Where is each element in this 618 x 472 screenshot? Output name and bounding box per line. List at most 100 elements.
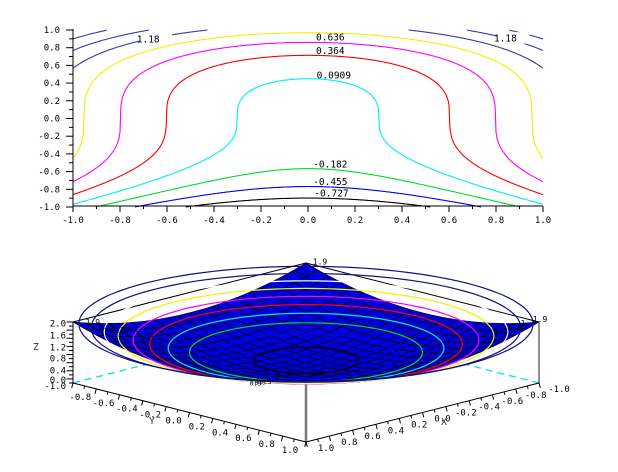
y-axis-label: Y: [149, 416, 155, 427]
y-tick-label-3d: 0.4: [212, 428, 228, 438]
y-tick-3d: [211, 418, 214, 424]
x-tick-label: -0.4: [203, 216, 225, 226]
contour-level-label: 1.18: [137, 35, 160, 46]
x-tick-3d: [328, 435, 332, 442]
z-tick-label: 1.2: [50, 344, 66, 354]
surface-contour-ring-0.1: [253, 346, 359, 375]
label-gap: [497, 32, 530, 44]
x-tick-3d: [538, 382, 541, 388]
y-tick-3d: [280, 435, 284, 442]
contour-level-label: 0.0909: [317, 71, 352, 82]
y-tick-3d: [187, 412, 190, 418]
y-tick-3d: [94, 388, 97, 394]
y-tick-label: 0.4: [44, 79, 60, 89]
surface-plot-3d: 2.01.61.20.80.40.0-1.0Z-1.0-0.8 -0.8-0.6-…: [33, 258, 570, 456]
contour-level-label: 0.364: [316, 46, 345, 57]
y-tick-label-3d: -0.8: [69, 393, 91, 403]
z-tick-label: 0.4: [50, 367, 66, 377]
ring-label-right: 1.7: [521, 319, 536, 328]
contour-level-label: -0.727: [314, 188, 348, 199]
z-tick-label: 1.6: [50, 332, 66, 342]
y-tick-label-3d: 0.0: [165, 417, 181, 427]
x-tick-3d: [375, 424, 378, 430]
x-tick-3d: [410, 415, 413, 419]
contour-line--0.727: [185, 197, 431, 208]
contour-line-0.636: [72, 41, 544, 183]
surface-contour-ring-1.5: [103, 280, 509, 384]
contour-plot-2d: -1.0-1.0 -0.8 -0.8 -0.6 -0.6 -0.4 -0.4 -0.2 -0.2…: [38, 26, 551, 226]
y-tick-3d: [234, 424, 237, 430]
contour-level-label: -0.455: [313, 177, 347, 188]
ring-label-left: 1.1: [140, 334, 155, 343]
x-tick-label: -1.0: [62, 216, 84, 226]
y-tick-label: -1.0: [38, 203, 60, 213]
contour-line-0.364: [72, 54, 544, 196]
y-tick-label: 0.6: [44, 61, 60, 71]
y-tick-label: -0.8: [38, 185, 60, 195]
x-tick-3d: [305, 441, 308, 447]
x-tick-label-3d: 0.0: [434, 415, 450, 425]
ring-label-front: 0.1: [277, 370, 289, 378]
x-axis-label: X: [441, 417, 447, 428]
contour-line-0.0909: [72, 78, 544, 205]
contour-line--0.182: [95, 168, 521, 208]
x-tick-3d: [387, 421, 389, 425]
x-tick-label: 0.8: [488, 216, 504, 226]
x-tick-label-3d: 1.0: [318, 444, 334, 454]
x-tick-3d: [480, 397, 483, 401]
x-tick-3d: [433, 409, 436, 413]
y-tick-label-3d: -0.4: [116, 405, 138, 415]
x-tick-label: -0.2: [250, 216, 272, 226]
ring-label-right: 1.5: [508, 323, 523, 332]
ring-label-left: 1.3: [125, 330, 140, 339]
x-tick-label-3d: -0.4: [478, 403, 500, 413]
x-tick-label: -0.8: [109, 216, 131, 226]
y-tick-label-3d: 0.2: [189, 422, 205, 432]
y-tick-3d: [257, 430, 260, 436]
y-tick-label-3d: -0.6: [93, 399, 115, 409]
ring-label-front: 0.7: [254, 379, 266, 387]
y-tick-3d: [164, 406, 167, 412]
x-tick-label: 0.4: [394, 216, 410, 226]
ring-label-right: 1.3: [494, 327, 509, 336]
x-tick-3d: [526, 385, 529, 389]
surface-contour-ring-1.9: [78, 265, 534, 382]
y-tick-label: -0.2: [38, 132, 60, 142]
z-tick-label: 2.0: [50, 320, 66, 330]
x-tick-3d: [317, 438, 319, 443]
ring-label-front: 0.5: [260, 378, 272, 386]
x-tick-3d: [398, 418, 401, 424]
x-tick-label: 0.2: [347, 216, 363, 226]
x-tick-3d: [503, 391, 506, 395]
y-tick-label-3d: -0.2: [139, 411, 161, 421]
x-tick-label-3d: -0.8: [525, 391, 547, 401]
x-tick-label-3d: -0.6: [502, 397, 524, 407]
x-tick-3d: [491, 394, 495, 400]
z-axis-label: Z: [33, 342, 39, 353]
y-tick-3d: [293, 438, 295, 443]
y-tick-3d: [153, 403, 156, 407]
surface-contour-ring-0.3: [215, 332, 397, 380]
x-tick-label-3d: -0.2: [455, 409, 477, 419]
x-tick-3d: [363, 427, 366, 431]
y-tick-3d: [117, 394, 121, 400]
y-tick-3d: [106, 391, 109, 395]
y-tick-3d: [141, 400, 144, 406]
x-tick-3d: [456, 403, 459, 407]
y-tick-label: 0.2: [44, 97, 60, 107]
y-tick-3d: [129, 397, 132, 401]
x-tick-3d: [445, 406, 448, 412]
x-tick-label-3d: -1.0: [548, 385, 570, 395]
box-top-edge: [305, 262, 540, 323]
z-tick-label: 0.0: [50, 376, 66, 386]
x-tick-3d: [468, 400, 471, 406]
ring-label-far: 1.9: [313, 258, 328, 267]
ring-label-right: 1.9: [533, 315, 548, 324]
y-tick-3d: [223, 421, 225, 425]
y-tick-3d: [71, 382, 74, 388]
y-tick-label: 0.0: [44, 115, 60, 125]
y-tick-3d: [83, 385, 86, 389]
x-tick-3d: [422, 412, 425, 418]
